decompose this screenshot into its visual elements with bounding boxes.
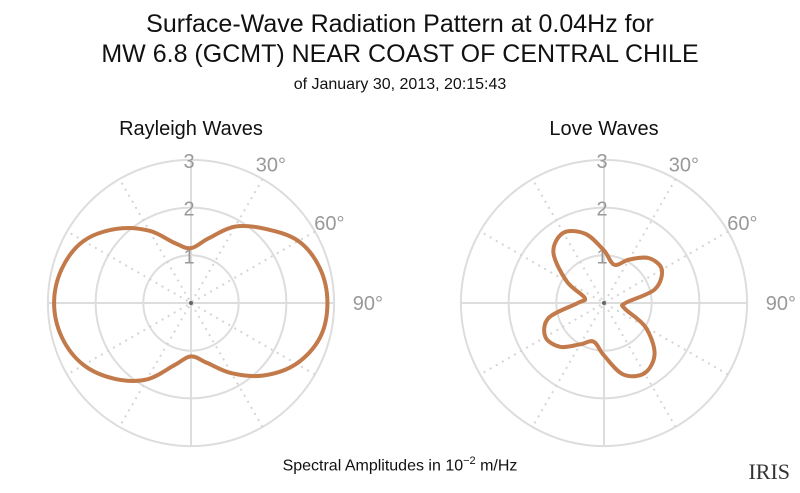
chart-subtitle: of January 30, 2013, 20:15:43 <box>293 76 507 93</box>
spoke-60 <box>66 230 316 376</box>
r-tick-label: 2 <box>183 199 194 221</box>
center-dot <box>189 301 193 305</box>
chart-title-line2: MW 6.8 (GCMT) NEAR COAST OF CENTRAL CHIL… <box>101 40 699 68</box>
r-tick-label: 1 <box>596 246 607 268</box>
chart-title: Surface-Wave Radiation Pattern at 0.04Hz… <box>146 10 654 38</box>
pattern-line-rayleigh <box>52 223 330 383</box>
spoke-30 <box>118 178 264 428</box>
spoke-120 <box>479 230 729 376</box>
spoke-60 <box>479 230 729 376</box>
r-tick-label: 3 <box>183 151 194 173</box>
panel-title-love: Love Waves <box>549 118 659 140</box>
angle-tick-label: 60° <box>314 213 344 235</box>
center-dot <box>602 301 606 305</box>
x-label-unit: m/Hz <box>475 457 518 475</box>
angle-tick-label: 90° <box>353 293 383 315</box>
r-tick-label: 2 <box>596 199 607 221</box>
iris-logo: IRIS <box>748 459 790 484</box>
x-axis-label: Spectral Amplitudes in 10−2 m/Hz <box>0 455 800 475</box>
spoke-120 <box>66 230 316 376</box>
r-tick-label: 3 <box>596 151 607 173</box>
angle-tick-label: 30° <box>669 155 699 177</box>
panel-title-rayleigh: Rayleigh Waves <box>119 118 263 140</box>
angle-tick-label: 30° <box>256 155 286 177</box>
spoke-150 <box>118 178 264 428</box>
angle-tick-label: 60° <box>727 213 757 235</box>
pattern-line-love <box>542 228 665 379</box>
x-label-prefix: Spectral Amplitudes in 10 <box>282 457 464 475</box>
r-tick-label: 1 <box>183 246 194 268</box>
spoke-30 <box>531 178 677 428</box>
angle-tick-label: 90° <box>766 293 796 315</box>
spoke-150 <box>531 178 677 428</box>
x-label-exponent: −2 <box>463 455 476 467</box>
